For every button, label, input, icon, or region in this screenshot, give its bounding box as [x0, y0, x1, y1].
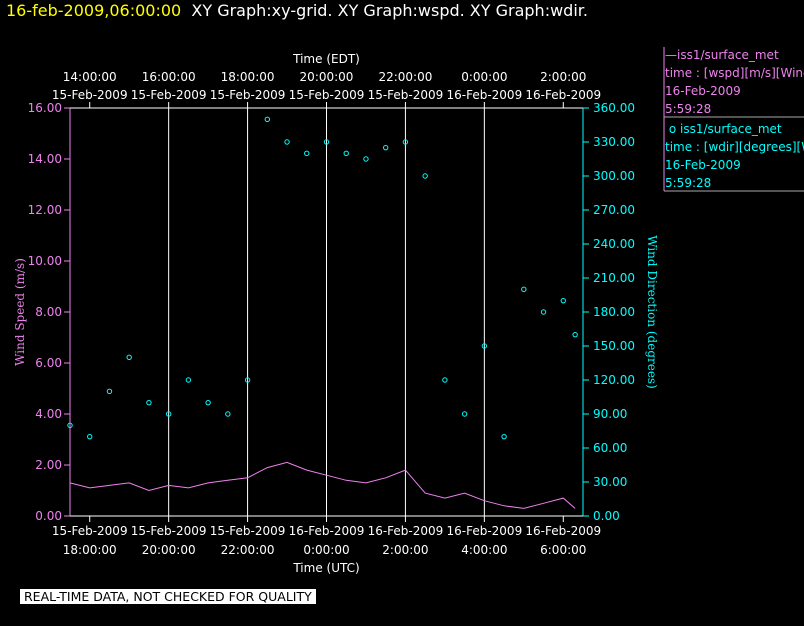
- wdir-point: [382, 144, 389, 151]
- wdir-point: [461, 411, 468, 417]
- left-tick-label: 16.00: [28, 101, 62, 115]
- bottom-axis-label: Time (UTC): [292, 561, 359, 575]
- wdir-point: [146, 399, 152, 406]
- legend-wdir-date: 16-Feb-2009: [665, 158, 741, 172]
- title-graphs: XY Graph:xy-grid. XY Graph:wspd. XY Grap…: [191, 1, 588, 20]
- right-axis-title: Wind Direction (degrees): [645, 235, 659, 389]
- wdir-point: [402, 139, 409, 145]
- right-tick-label: 180.00: [593, 305, 635, 319]
- wdir-point: [323, 139, 330, 145]
- wdir-point: [572, 331, 578, 338]
- wdir-point: [442, 377, 448, 383]
- left-tick-label: 12.00: [28, 203, 62, 217]
- legend-wspd-date: 16-Feb-2009: [665, 84, 741, 98]
- wspd-line: [69, 461, 576, 509]
- bottom-tick-time: 4:00:00: [461, 543, 507, 557]
- top-tick-time: 20:00:00: [300, 70, 354, 84]
- legend-wdir-series: iss1/surface_met: [679, 122, 782, 136]
- top-tick-time: 22:00:00: [378, 70, 432, 84]
- bottom-tick-time: 22:00:00: [221, 543, 275, 557]
- wdir-point: [244, 377, 251, 383]
- wdir-point: [343, 150, 349, 157]
- right-tick-label: 120.00: [593, 373, 635, 387]
- wdir-point: [481, 343, 488, 349]
- quality-note: REAL-TIME DATA, NOT CHECKED FOR QUALITY: [20, 589, 316, 604]
- wdir-point: [106, 388, 113, 395]
- left-tick-label: 10.00: [28, 254, 62, 268]
- top-tick-date: 15-Feb-2009: [368, 88, 444, 102]
- right-tick-label: 360.00: [593, 101, 635, 115]
- right-tick-label: 240.00: [593, 237, 635, 251]
- legend-wdir: o iss1/surface_met time : [wdir][degrees…: [665, 120, 804, 192]
- bottom-tick-time: 2:00:00: [382, 543, 428, 557]
- top-tick-date: 16-Feb-2009: [446, 88, 522, 102]
- top-tick-date: 15-Feb-2009: [289, 88, 365, 102]
- right-tick-label: 330.00: [593, 135, 635, 149]
- wdir-point: [126, 354, 132, 361]
- wdir-point: [165, 411, 172, 417]
- right-tick-label: 60.00: [593, 441, 627, 455]
- left-tick-label: 14.00: [28, 152, 62, 166]
- bottom-tick-date: 15-Feb-2009: [210, 524, 286, 538]
- legend-wspd-series: iss1/surface_met: [677, 48, 779, 62]
- top-tick-time: 0:00:00: [461, 70, 507, 84]
- wdir-point: [67, 422, 73, 429]
- bottom-tick-time: 18:00:00: [63, 543, 117, 557]
- legend-wspd: —iss1/surface_met time : [wspd][m/s][Win…: [665, 46, 804, 118]
- legend-wdir-var: time : [wdir][degrees][W: [665, 140, 804, 154]
- top-tick-date: 15-Feb-2009: [52, 88, 128, 102]
- wdir-point: [363, 156, 369, 162]
- top-tick-time: 16:00:00: [142, 70, 196, 84]
- left-axis-title: Wind Speed (m/s): [13, 258, 27, 366]
- bottom-tick-date: 16-Feb-2009: [289, 524, 365, 538]
- chart-title: 16-feb-2009,06:00:00 XY Graph:xy-grid. X…: [6, 1, 588, 20]
- bottom-tick-time: 6:00:00: [540, 543, 586, 557]
- top-axis-label: Time (EDT): [292, 52, 360, 66]
- bottom-tick-date: 16-Feb-2009: [368, 524, 444, 538]
- bottom-tick-date: 15-Feb-2009: [52, 524, 128, 538]
- top-tick-date: 15-Feb-2009: [210, 88, 286, 102]
- bottom-tick-date: 15-Feb-2009: [131, 524, 207, 538]
- wdir-point: [560, 297, 566, 304]
- legend-wdir-swatch: o: [665, 122, 680, 136]
- bottom-tick-date: 16-Feb-2009: [446, 524, 522, 538]
- top-tick-date: 15-Feb-2009: [131, 88, 207, 102]
- right-tick-label: 300.00: [593, 169, 635, 183]
- legend-wspd-var: time : [wspd][m/s][Wind: [665, 66, 804, 80]
- legend-wspd-swatch: —: [665, 48, 677, 62]
- bottom-tick-time: 0:00:00: [303, 543, 349, 557]
- right-tick-label: 270.00: [593, 203, 635, 217]
- wdir-point: [87, 433, 93, 440]
- right-tick-label: 0.00: [593, 509, 620, 523]
- wdir-point: [422, 173, 428, 179]
- right-tick-label: 150.00: [593, 339, 635, 353]
- wdir-point: [185, 377, 192, 383]
- wdir-point: [540, 309, 547, 315]
- top-tick-time: 14:00:00: [63, 70, 117, 84]
- bottom-tick-time: 20:00:00: [142, 543, 196, 557]
- wdir-point: [264, 116, 271, 123]
- top-tick-time: 2:00:00: [540, 70, 586, 84]
- wdir-point: [304, 150, 310, 157]
- right-tick-label: 90.00: [593, 407, 627, 421]
- left-tick-label: 4.00: [35, 407, 62, 421]
- left-tick-label: 0.00: [35, 509, 62, 523]
- right-tick-label: 30.00: [593, 475, 627, 489]
- left-tick-label: 6.00: [35, 356, 62, 370]
- title-datetime: 16-feb-2009,06:00:00: [6, 1, 182, 20]
- top-tick-date: 16-Feb-2009: [525, 88, 601, 102]
- right-tick-label: 210.00: [593, 271, 635, 285]
- wdir-point: [521, 286, 527, 293]
- legend-wspd-time: 5:59:28: [665, 102, 712, 116]
- wdir-point: [225, 411, 231, 417]
- wdir-point: [501, 433, 507, 440]
- left-tick-label: 2.00: [35, 458, 62, 472]
- bottom-tick-date: 16-Feb-2009: [525, 524, 601, 538]
- wdir-point: [284, 139, 290, 145]
- top-tick-time: 18:00:00: [221, 70, 275, 84]
- wdir-point: [205, 399, 211, 406]
- left-tick-label: 8.00: [35, 305, 62, 319]
- legend-wdir-time: 5:59:28: [665, 176, 712, 190]
